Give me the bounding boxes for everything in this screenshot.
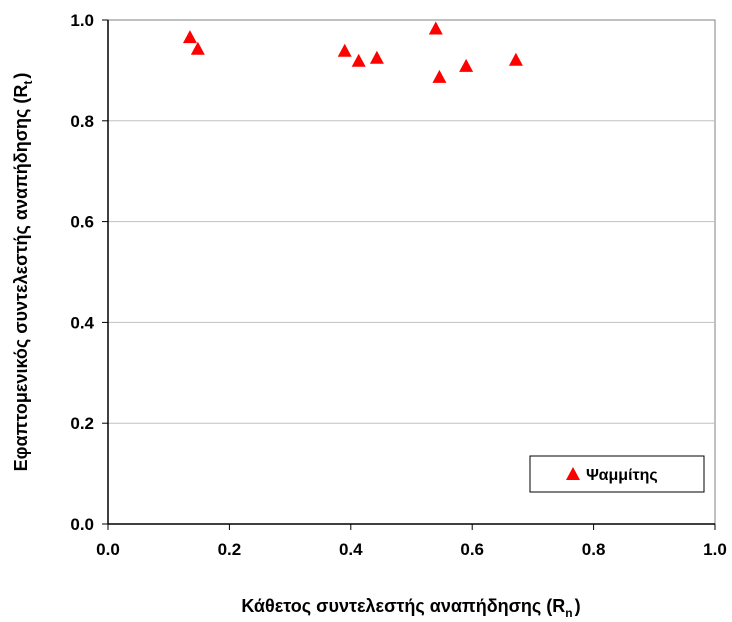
legend-box [529,455,705,493]
y-axis-title-close: ) [11,73,31,79]
x-axis-title-subscript: n [565,606,572,620]
y-tick-label-5: 1.0 [70,11,94,30]
data-point-0-2 [337,43,352,57]
data-points [182,21,523,83]
tick-labels: 0.0 0.2 0.4 0.6 0.8 1.0 0.0 0.2 0.4 0.6 0.8 1.0 [70,11,726,559]
data-point-0-7 [459,58,474,72]
y-axis-title: Εφαπτομενικός συντελεστής αναπήδησης (Rt… [11,73,35,472]
data-point-0-4 [369,50,384,64]
x-tick-label-4: 0.8 [582,540,606,559]
x-axis-title: Κάθετος συντελεστής αναπήδησης (Rn) [241,596,580,620]
y-axis-title-subscript: t [21,81,35,85]
y-tick-label-1: 0.2 [70,414,94,433]
y-tick-label-2: 0.4 [70,313,94,332]
x-tick-label-2: 0.4 [339,540,363,559]
data-point-0-6 [432,69,447,83]
data-point-0-3 [351,53,366,67]
legend-label: Ψαμμίτης [586,467,658,484]
legend-triangle-icon [566,467,580,480]
y-tick-label-3: 0.6 [70,213,94,232]
data-point-0-0 [182,30,197,44]
data-point-0-5 [428,21,443,35]
plot-area [107,19,716,525]
gridlines [108,120,715,424]
data-point-0-8 [508,52,523,66]
x-axis-title-close: ) [575,596,581,616]
x-axis-title-main: Κάθετος συντελεστής αναπήδησης (R [241,596,565,616]
y-tick-label-4: 0.8 [70,112,94,131]
x-tick-label-3: 0.6 [460,540,484,559]
y-tick-label-0: 0.0 [70,515,94,534]
data-point-0-1 [190,41,205,55]
axes [102,19,716,530]
x-tick-label-5: 1.0 [703,540,727,559]
x-tick-label-1: 0.2 [218,540,242,559]
y-axis-title-main: Εφαπτομενικός συντελεστής αναπήδησης (R [11,85,31,472]
legend: Ψαμμίτης [529,455,705,493]
x-tick-label-0: 0.0 [96,540,120,559]
